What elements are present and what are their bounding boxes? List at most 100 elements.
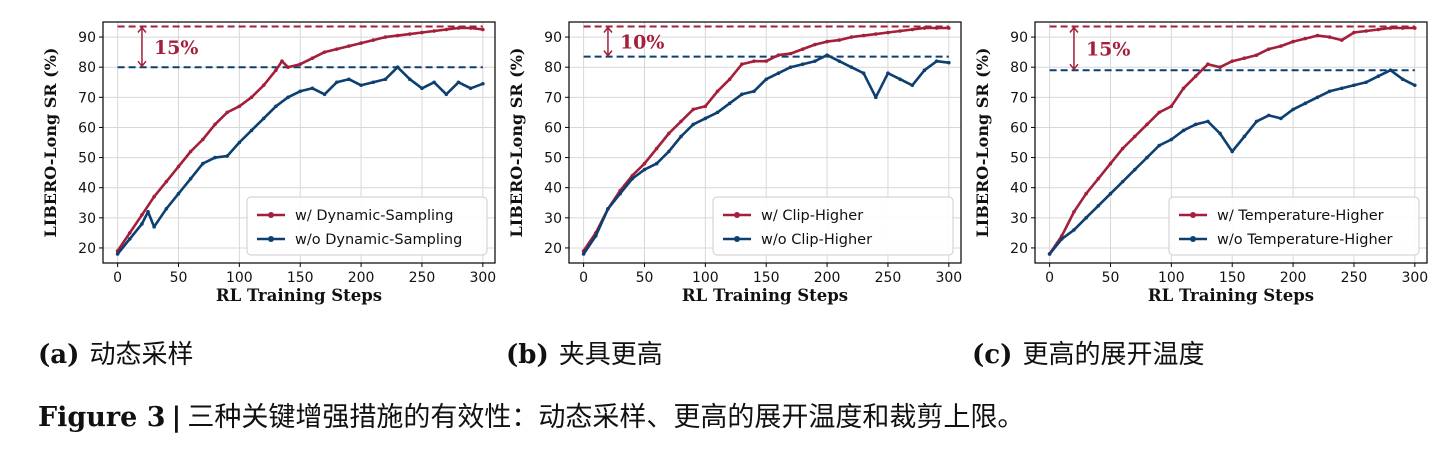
data-point [140,222,144,226]
y-tick-label: 50 [78,151,96,167]
data-point [176,164,181,169]
data-point [837,59,842,63]
data-point [1254,119,1259,124]
data-point [1096,203,1101,208]
data-point [861,33,866,38]
subcaption-a: (a) 动态采样 [38,334,193,371]
data-point [383,35,388,39]
data-point [849,35,854,39]
data-point [334,80,339,85]
data-point [947,26,951,30]
subcaption-b-letter: (b) [506,340,549,370]
data-point [432,80,436,85]
subcaption-c-letter: (c) [972,340,1013,370]
chart-panel-a: 0 50 100 150 200 250 300 20 30 40 50 60 70 80 90 15% w/ … [40,8,510,308]
data-point [146,209,150,214]
data-point [1376,74,1381,79]
subcaption-a-text: 动态采样 [89,340,194,370]
figure-caption: Figure 3 | 三种关键增强措施的有效性：动态采样、更高的展开温度和裁剪上限。 [38,395,1024,434]
data-point [407,77,412,82]
data-point [322,92,327,97]
subcaption-c: (c) 更高的展开温度 [972,334,1204,371]
x-tick-label: 150 [1219,270,1246,286]
x-tick-label: 100 [226,270,253,286]
data-point [1096,176,1101,181]
data-point [1206,62,1210,66]
data-point [432,29,436,33]
annotation-arrow-head-top [603,26,613,33]
y-tick-label: 20 [1010,241,1028,257]
data-point [691,122,695,127]
data-point [225,154,229,158]
data-point [468,26,473,30]
annotation-label: 10% [620,32,665,54]
data-point [642,167,647,172]
data-point [1352,83,1356,88]
data-point [188,176,193,181]
data-point [1279,116,1283,121]
data-point [1230,59,1235,63]
data-point [1303,36,1308,41]
subcaption-c-text: 更高的展开温度 [1022,340,1205,370]
legend-label: w/ Dynamic-Sampling [295,208,453,224]
data-point [322,50,327,54]
data-point [1169,104,1174,109]
data-point [371,80,376,85]
data-point [347,77,351,82]
data-point [1084,191,1088,196]
x-axis-label: RL Training Steps [216,286,382,305]
data-point [359,83,363,88]
legend-label: w/o Clip-Higher [761,232,872,248]
chart-panel-b: 0 50 100 150 200 250 300 20 30 40 50 60 70 80 90 10% w/ … [506,8,976,308]
data-point [898,29,902,33]
data-point [201,161,205,166]
data-point [371,38,376,42]
data-point [176,191,181,196]
legend-box [246,196,488,256]
data-point [164,179,169,184]
data-point [456,26,461,30]
data-point [667,149,671,154]
data-point [1230,149,1235,154]
data-point [1157,110,1161,115]
data-point [1072,209,1076,214]
x-tick-label: 50 [1102,270,1120,286]
data-point [727,77,732,82]
y-tick-label: 50 [1010,151,1028,167]
subcaption-b-text: 夹具更高 [558,340,663,370]
data-point [407,32,412,36]
data-point [1303,101,1308,106]
data-point [898,77,902,82]
data-point [727,101,732,106]
data-point [1352,30,1356,35]
data-point [1400,77,1405,82]
y-tick-label: 90 [1010,30,1028,46]
data-point [776,53,781,57]
chart-panel-c: 0 50 100 150 200 250 300 20 30 40 50 60 70 80 90 15% w/ … [972,8,1436,308]
legend-marker [1190,236,1196,242]
y-tick-label: 80 [78,60,96,76]
data-point [444,92,449,97]
figure-caption-text: 三种关键增强措施的有效性：动态采样、更高的展开温度和裁剪上限。 [187,402,1025,433]
data-point [1047,252,1052,256]
data-point [395,65,400,69]
data-point [837,38,842,42]
data-point [606,206,610,211]
data-point [715,110,720,115]
data-point [679,134,683,139]
data-point [456,80,461,85]
y-tick-label: 40 [1010,181,1028,197]
data-point [1084,216,1088,220]
data-point [1413,83,1417,88]
legend-label: w/o Dynamic-Sampling [295,232,462,248]
data-point [703,116,708,121]
data-point [481,27,485,32]
data-point [752,59,756,63]
data-point [1193,74,1198,79]
data-point [1279,44,1283,48]
data-point [1315,95,1320,100]
annotation-arrow-head-bottom [1069,63,1079,71]
data-point [127,231,132,235]
x-tick-label: 300 [469,270,496,286]
data-point [347,44,351,48]
